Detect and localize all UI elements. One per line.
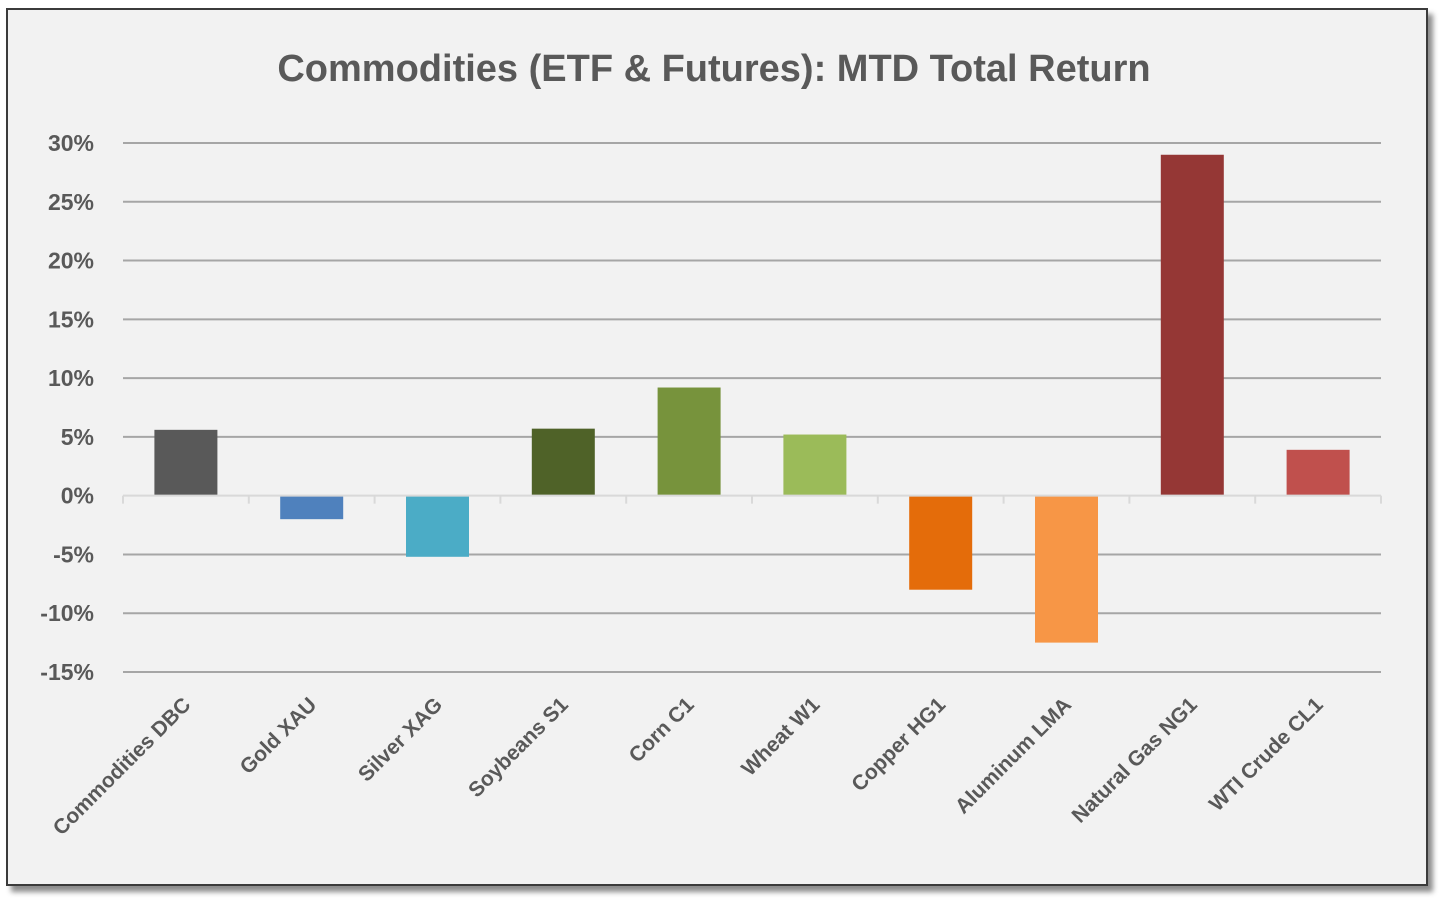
bar-aluminum-lma (1035, 495, 1098, 643)
y-tick-label: -15% (40, 659, 94, 685)
x-category-label: Gold XAU (236, 693, 322, 779)
x-category-label: Silver XAG (354, 693, 447, 786)
bar-soybeans-s1 (531, 428, 595, 496)
x-category-label: WTI Crude CL1 (1205, 693, 1328, 816)
x-category-label: Corn C1 (625, 693, 699, 767)
y-tick-label: 30% (48, 130, 94, 156)
x-category-label: Copper HG1 (847, 693, 950, 796)
x-category-label: Natural Gas NG1 (1068, 693, 1203, 828)
y-tick-label: 0% (61, 483, 94, 509)
chart-title: Commodities (ETF & Futures): MTD Total R… (277, 48, 1150, 90)
x-category-label: Wheat W1 (737, 693, 824, 780)
x-axis-categories: Commodities DBC Gold XAU Silver XAG Soybean… (49, 693, 1328, 840)
y-tick-label: -10% (40, 600, 94, 626)
bar-natural-gas-ng1 (1160, 154, 1224, 496)
y-tick-label: 15% (48, 306, 94, 332)
x-category-label: Soybeans S1 (464, 693, 573, 802)
bar-wti-crude-cl1 (1286, 449, 1350, 496)
bar-commodities-dbc (154, 429, 218, 496)
x-category-label: Commodities DBC (49, 693, 196, 840)
x-category-label: Aluminum LMA (951, 693, 1076, 818)
x-axis (122, 494, 1382, 504)
bar-gold-xau (280, 495, 344, 520)
bar-copper-hg1 (909, 495, 973, 590)
bars (154, 154, 1350, 643)
y-tick-label: -5% (53, 541, 94, 567)
y-tick-label: 25% (48, 189, 94, 215)
y-axis-ticks: 30% 25% 20% 15% 10% 5% 0% -5% -10% -15% (40, 130, 94, 685)
bar-corn-c1 (657, 387, 721, 496)
bar-wheat-w1 (783, 434, 847, 496)
y-tick-label: 5% (61, 424, 94, 450)
y-tick-label: 20% (48, 248, 94, 274)
bar-silver-xag (406, 495, 469, 557)
y-tick-label: 10% (48, 365, 94, 391)
